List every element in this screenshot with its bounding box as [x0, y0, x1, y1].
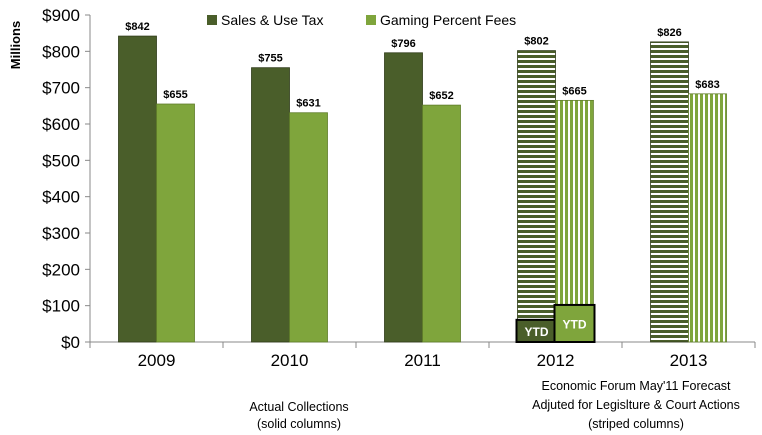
data-label: $655: [163, 89, 187, 101]
bar-gaming-2013: [688, 93, 727, 343]
ytd-group: YTD YTD: [515, 303, 596, 344]
bar-sales-2010: [251, 67, 290, 343]
x-tick-label: 2010: [271, 351, 309, 370]
bar-gaming-2009: [156, 103, 195, 343]
x-tick-label: 2012: [537, 351, 575, 370]
bar-sales-2012: [517, 50, 556, 343]
y-axis-title: Millions: [8, 21, 23, 69]
y-tick-label: $0: [61, 333, 80, 352]
y-axis: $0 $100 $200 $300 $400 $500 $600 $700 $800 $900: [42, 6, 91, 352]
x-tick-label: 2013: [670, 351, 708, 370]
ytd-box-gaming: [553, 303, 596, 344]
data-label: $665: [562, 85, 586, 97]
actual-note-line2: (solid columns): [257, 417, 341, 431]
y-tick-label: $500: [42, 151, 80, 170]
data-label: $842: [125, 21, 149, 33]
y-tick-label: $200: [42, 260, 80, 279]
forecast-note-line2: Adjuted for Legislture & Court Actions: [532, 398, 740, 412]
y-tick-label: $800: [42, 42, 80, 61]
y-tick-label: $400: [42, 188, 80, 207]
x-tick-label: 2011: [404, 351, 441, 370]
bar-gaming-2010: [289, 112, 328, 343]
legend-swatch-gaming: [366, 15, 376, 25]
forecast-note-line1: Economic Forum May'11 Forecast: [541, 379, 731, 393]
bar-labels: $842 $655 $755 $631 $796 $652 $802 $665 $826 $683: [125, 21, 719, 110]
legend-label-gaming: Gaming Percent Fees: [380, 12, 516, 28]
y-tick-label: $300: [42, 224, 80, 243]
bar-sales-2011: [384, 52, 423, 343]
bar-gaming-2011: [422, 104, 461, 343]
data-label: $796: [391, 38, 415, 50]
actual-note-line1: Actual Collections: [249, 400, 348, 414]
y-tick-label: $900: [42, 6, 80, 25]
data-label: $802: [524, 36, 548, 48]
y-tick-label: $100: [42, 297, 80, 316]
bar-sales-2013: [650, 41, 689, 343]
ytd-label: YTD: [525, 325, 549, 339]
bar-gaming-2012: [555, 99, 594, 343]
data-label: $652: [429, 90, 453, 102]
data-label: $683: [695, 79, 719, 91]
data-label: $826: [657, 27, 681, 39]
y-tick-label: $600: [42, 115, 80, 134]
legend: Sales & Use Tax Gaming Percent Fees: [207, 12, 516, 28]
data-label: $755: [258, 53, 282, 65]
bar-sales-2009: [118, 35, 157, 343]
data-label: $631: [296, 98, 320, 110]
legend-swatch-sales: [207, 15, 217, 25]
ytd-label: YTD: [563, 317, 587, 331]
bars: [118, 35, 727, 343]
forecast-note-line3: (striped columns): [588, 417, 684, 431]
x-axis: 2009 2010 2011 2012 2013: [89, 341, 756, 370]
legend-label-sales: Sales & Use Tax: [221, 12, 323, 28]
x-tick-label: 2009: [138, 351, 176, 370]
y-tick-label: $700: [42, 79, 80, 98]
